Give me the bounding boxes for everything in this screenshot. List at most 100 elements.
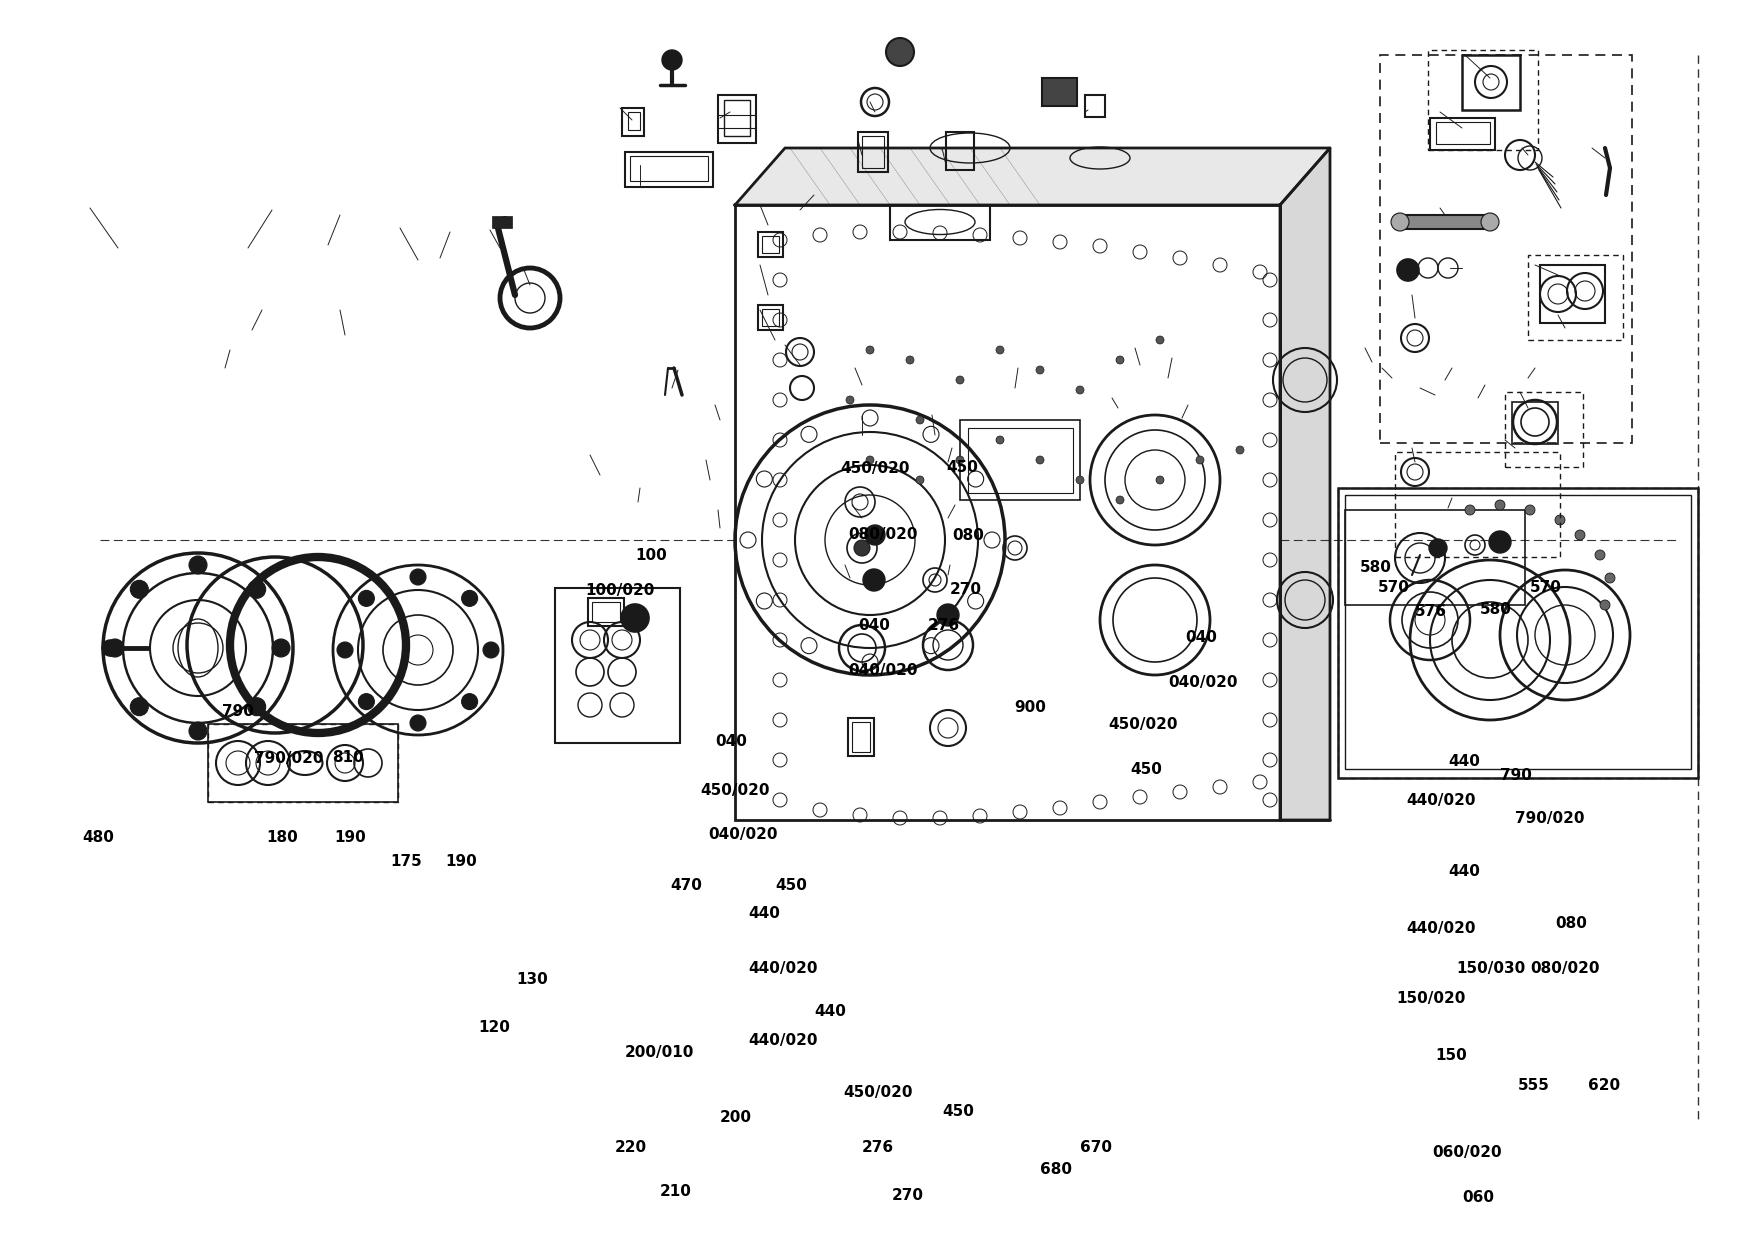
- Bar: [1463, 55, 1521, 110]
- Circle shape: [482, 642, 498, 658]
- Text: 580: 580: [1359, 560, 1393, 575]
- Text: 790: 790: [223, 704, 254, 719]
- Circle shape: [1600, 600, 1610, 610]
- Circle shape: [358, 590, 374, 606]
- Bar: [1505, 392, 1584, 467]
- Text: 480: 480: [82, 831, 114, 846]
- Circle shape: [247, 580, 265, 599]
- Bar: [968, 428, 1073, 494]
- Circle shape: [854, 539, 870, 556]
- Text: 040: 040: [1186, 630, 1217, 646]
- Circle shape: [865, 525, 886, 546]
- Bar: [847, 718, 873, 756]
- Circle shape: [461, 693, 477, 709]
- Bar: [724, 100, 751, 136]
- Circle shape: [886, 38, 914, 66]
- Text: 060/020: 060/020: [1431, 1145, 1501, 1159]
- Circle shape: [1430, 539, 1447, 557]
- Text: 150: 150: [1435, 1048, 1466, 1063]
- Circle shape: [916, 476, 924, 484]
- Circle shape: [1391, 213, 1408, 231]
- Bar: [1338, 489, 1698, 777]
- Bar: [554, 588, 681, 743]
- Bar: [858, 131, 888, 172]
- Circle shape: [937, 604, 959, 626]
- Circle shape: [1556, 515, 1565, 525]
- Text: 440/020: 440/020: [747, 961, 817, 976]
- Text: 040/020: 040/020: [709, 827, 777, 842]
- Text: 276: 276: [928, 618, 959, 632]
- Text: 150/030: 150/030: [1456, 961, 1526, 976]
- Circle shape: [1075, 476, 1084, 484]
- Bar: [1430, 118, 1494, 150]
- Circle shape: [956, 376, 965, 384]
- Text: 450: 450: [945, 460, 979, 475]
- Circle shape: [130, 580, 149, 599]
- Bar: [959, 420, 1080, 500]
- Circle shape: [661, 50, 682, 69]
- Circle shape: [996, 436, 1003, 444]
- Text: 810: 810: [332, 750, 363, 765]
- Text: 450: 450: [1130, 763, 1161, 777]
- Text: 440: 440: [1449, 754, 1480, 770]
- Bar: [588, 598, 624, 626]
- Text: 440/020: 440/020: [1407, 792, 1475, 807]
- Bar: [1345, 495, 1691, 769]
- Bar: [1394, 453, 1559, 557]
- Circle shape: [996, 346, 1003, 353]
- Circle shape: [866, 456, 873, 464]
- Text: 060: 060: [1463, 1190, 1494, 1205]
- Text: 450/020: 450/020: [844, 1085, 912, 1100]
- Bar: [623, 108, 644, 136]
- Text: 450/020: 450/020: [1109, 717, 1177, 732]
- Text: 440: 440: [747, 905, 781, 920]
- Bar: [1528, 255, 1622, 340]
- Text: 440: 440: [814, 1004, 845, 1019]
- Text: 580: 580: [1480, 603, 1512, 618]
- Circle shape: [1494, 500, 1505, 510]
- Circle shape: [189, 722, 207, 740]
- Bar: [1380, 55, 1631, 443]
- Text: 440/020: 440/020: [747, 1033, 817, 1048]
- Text: 790/020: 790/020: [1515, 811, 1584, 826]
- Circle shape: [410, 569, 426, 585]
- Text: 470: 470: [670, 878, 702, 894]
- Circle shape: [102, 640, 118, 656]
- Bar: [630, 156, 709, 181]
- Bar: [717, 95, 756, 143]
- Bar: [209, 724, 398, 802]
- Circle shape: [410, 715, 426, 732]
- Circle shape: [863, 569, 886, 591]
- Text: 040/020: 040/020: [1168, 675, 1238, 689]
- Bar: [1042, 78, 1077, 105]
- Bar: [1428, 50, 1538, 150]
- Bar: [861, 136, 884, 167]
- Text: 150/020: 150/020: [1396, 991, 1465, 1006]
- Text: 270: 270: [893, 1188, 924, 1203]
- Circle shape: [1524, 505, 1535, 515]
- Text: 080: 080: [1556, 915, 1587, 930]
- Circle shape: [1489, 531, 1510, 553]
- Text: 790/020: 790/020: [254, 750, 323, 765]
- Bar: [852, 722, 870, 751]
- Text: 440: 440: [1449, 864, 1480, 879]
- Circle shape: [1037, 366, 1044, 374]
- Text: 120: 120: [479, 1021, 510, 1035]
- Text: 450/020: 450/020: [700, 782, 770, 797]
- Bar: [761, 309, 779, 326]
- Text: 080/020: 080/020: [1529, 961, 1600, 976]
- Bar: [761, 236, 779, 253]
- Text: 670: 670: [1080, 1141, 1112, 1156]
- Circle shape: [1605, 573, 1615, 583]
- Text: 270: 270: [951, 583, 982, 598]
- Circle shape: [866, 346, 873, 353]
- Bar: [735, 205, 1280, 820]
- Bar: [889, 205, 989, 241]
- Bar: [593, 601, 619, 622]
- Text: 450: 450: [775, 878, 807, 893]
- Circle shape: [845, 396, 854, 404]
- Bar: [1512, 402, 1558, 444]
- Bar: [209, 724, 398, 802]
- Text: 790: 790: [1500, 768, 1531, 782]
- Circle shape: [272, 639, 289, 657]
